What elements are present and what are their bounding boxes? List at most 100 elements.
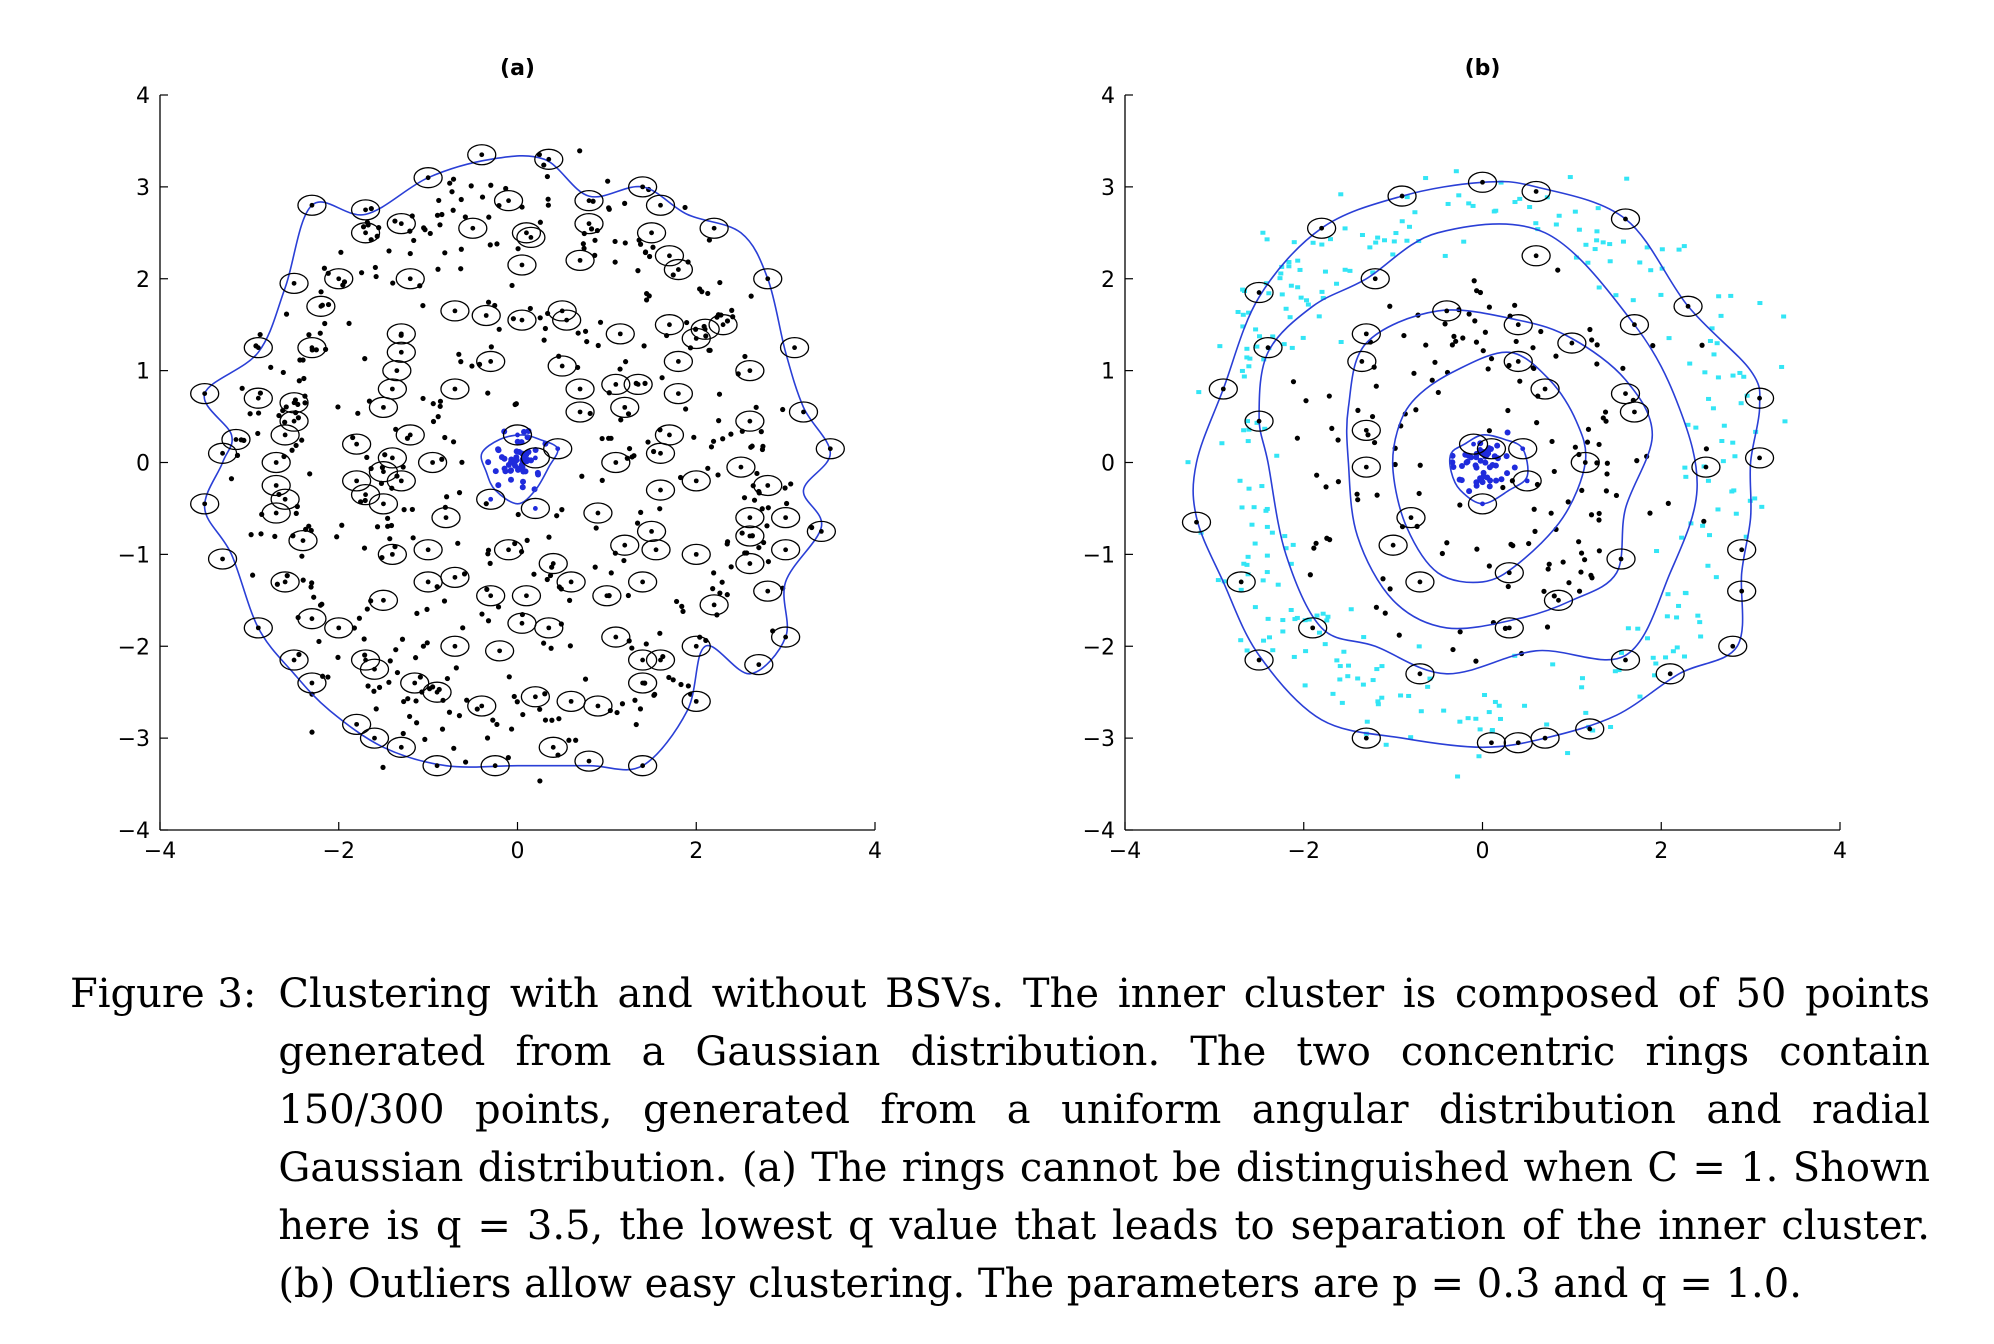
ring2-point <box>464 697 470 703</box>
outlier-point <box>1302 683 1308 688</box>
ring2-point <box>706 237 712 243</box>
outlier-point <box>1556 213 1562 218</box>
support-vector-point <box>675 267 681 272</box>
inner-cluster-point <box>1449 459 1456 466</box>
ring1-point <box>1544 624 1551 630</box>
ring1-point <box>1457 629 1463 635</box>
support-vector-circle <box>297 194 327 216</box>
support-vector-circle <box>1530 378 1560 400</box>
ring1-point <box>435 414 441 420</box>
ring2-point <box>301 375 307 382</box>
outlier-point <box>1379 695 1385 700</box>
ring2-point <box>361 636 367 642</box>
outlier-point <box>1283 546 1289 551</box>
support-vector-circle <box>386 736 416 758</box>
ring2-point <box>280 369 286 376</box>
ring1-point <box>362 497 368 504</box>
support-vector-point <box>389 386 395 392</box>
ring1-point <box>1416 490 1422 497</box>
support-vector-point <box>756 662 762 668</box>
ring1-point <box>469 363 475 369</box>
outlier-point <box>1455 774 1461 779</box>
outlier-point <box>1731 488 1737 493</box>
outlier-point <box>1383 742 1389 747</box>
support-vector-point <box>1739 588 1745 594</box>
ring1-point <box>437 403 443 409</box>
ring1-point <box>458 359 464 365</box>
ring1-point <box>524 537 530 543</box>
support-vector-circle <box>341 433 372 455</box>
support-vector-point <box>613 460 619 465</box>
support-vector-point <box>220 556 225 562</box>
ring1-point <box>437 398 444 404</box>
ring1-point <box>1488 356 1495 362</box>
ring1-point <box>567 643 573 649</box>
inner-cluster-point <box>1498 476 1505 483</box>
ring1-point <box>1534 420 1540 426</box>
support-vector-point <box>546 625 552 631</box>
support-vector-circle <box>574 190 604 212</box>
support-vector-circle <box>368 493 399 515</box>
ring2-point <box>316 638 322 645</box>
outlier-point <box>1297 267 1303 272</box>
ring2-point <box>325 301 332 308</box>
outlier-point <box>1565 751 1571 756</box>
ring2-point <box>556 716 562 722</box>
outlier-point <box>1338 339 1344 344</box>
ring2-point <box>716 391 723 397</box>
y-tick-label: −4 <box>1083 819 1115 844</box>
y-tick-label: −3 <box>1083 727 1115 752</box>
support-vector-circle <box>243 337 273 359</box>
ring1-point <box>1460 335 1466 341</box>
ring2-point <box>300 357 306 363</box>
ring2-point <box>724 318 731 324</box>
outlier-point <box>1732 454 1738 459</box>
ring2-point <box>449 189 455 195</box>
ring1-point <box>1594 460 1600 466</box>
ring2-point <box>392 218 398 224</box>
inner-cluster-point <box>523 451 530 458</box>
outlier-point <box>1544 722 1550 727</box>
support-vector-point <box>559 363 565 369</box>
ring2-point <box>679 603 685 609</box>
ring2-point <box>705 290 711 297</box>
outlier-point <box>1196 390 1202 395</box>
outlier-point <box>1288 283 1294 288</box>
support-vector-circle <box>1508 438 1538 460</box>
support-vector-point <box>407 276 413 282</box>
ring2-point <box>299 437 305 443</box>
support-vector-circle <box>1503 350 1533 373</box>
outlier-point <box>1295 258 1301 263</box>
support-vector-point <box>1399 193 1405 199</box>
outlier-point <box>1681 244 1687 249</box>
ring1-point <box>1401 332 1407 339</box>
support-vector-point <box>1238 579 1244 585</box>
inner-cluster-point <box>1473 454 1480 461</box>
outlier-point <box>1594 238 1600 243</box>
ring1-point <box>599 435 605 442</box>
support-vector-point <box>381 501 386 507</box>
outlier-point <box>1263 281 1269 286</box>
support-vector-circle <box>306 295 336 317</box>
outlier-point <box>1733 511 1739 516</box>
outlier-point <box>1676 603 1682 608</box>
ring1-point <box>510 316 516 322</box>
figure-caption: Figure 3: Clustering with and without BS… <box>70 965 1930 1313</box>
support-vector-point <box>711 602 717 608</box>
outlier-point <box>1347 268 1353 273</box>
ring2-point <box>284 573 290 579</box>
outlier-point <box>1498 180 1504 185</box>
support-vector-point <box>273 510 279 516</box>
ring2-point <box>652 691 658 697</box>
support-vector-point <box>372 666 377 672</box>
outlier-point <box>1279 264 1285 269</box>
ring2-point <box>456 713 463 719</box>
ring2-point <box>238 437 244 443</box>
support-vector-circle <box>243 387 273 409</box>
outlier-point <box>1583 710 1589 715</box>
ring1-point <box>1480 348 1486 354</box>
outlier-point <box>1728 293 1734 298</box>
ring1-point <box>657 506 663 512</box>
support-vector-circle <box>207 548 238 570</box>
outlier-point <box>1322 642 1328 647</box>
